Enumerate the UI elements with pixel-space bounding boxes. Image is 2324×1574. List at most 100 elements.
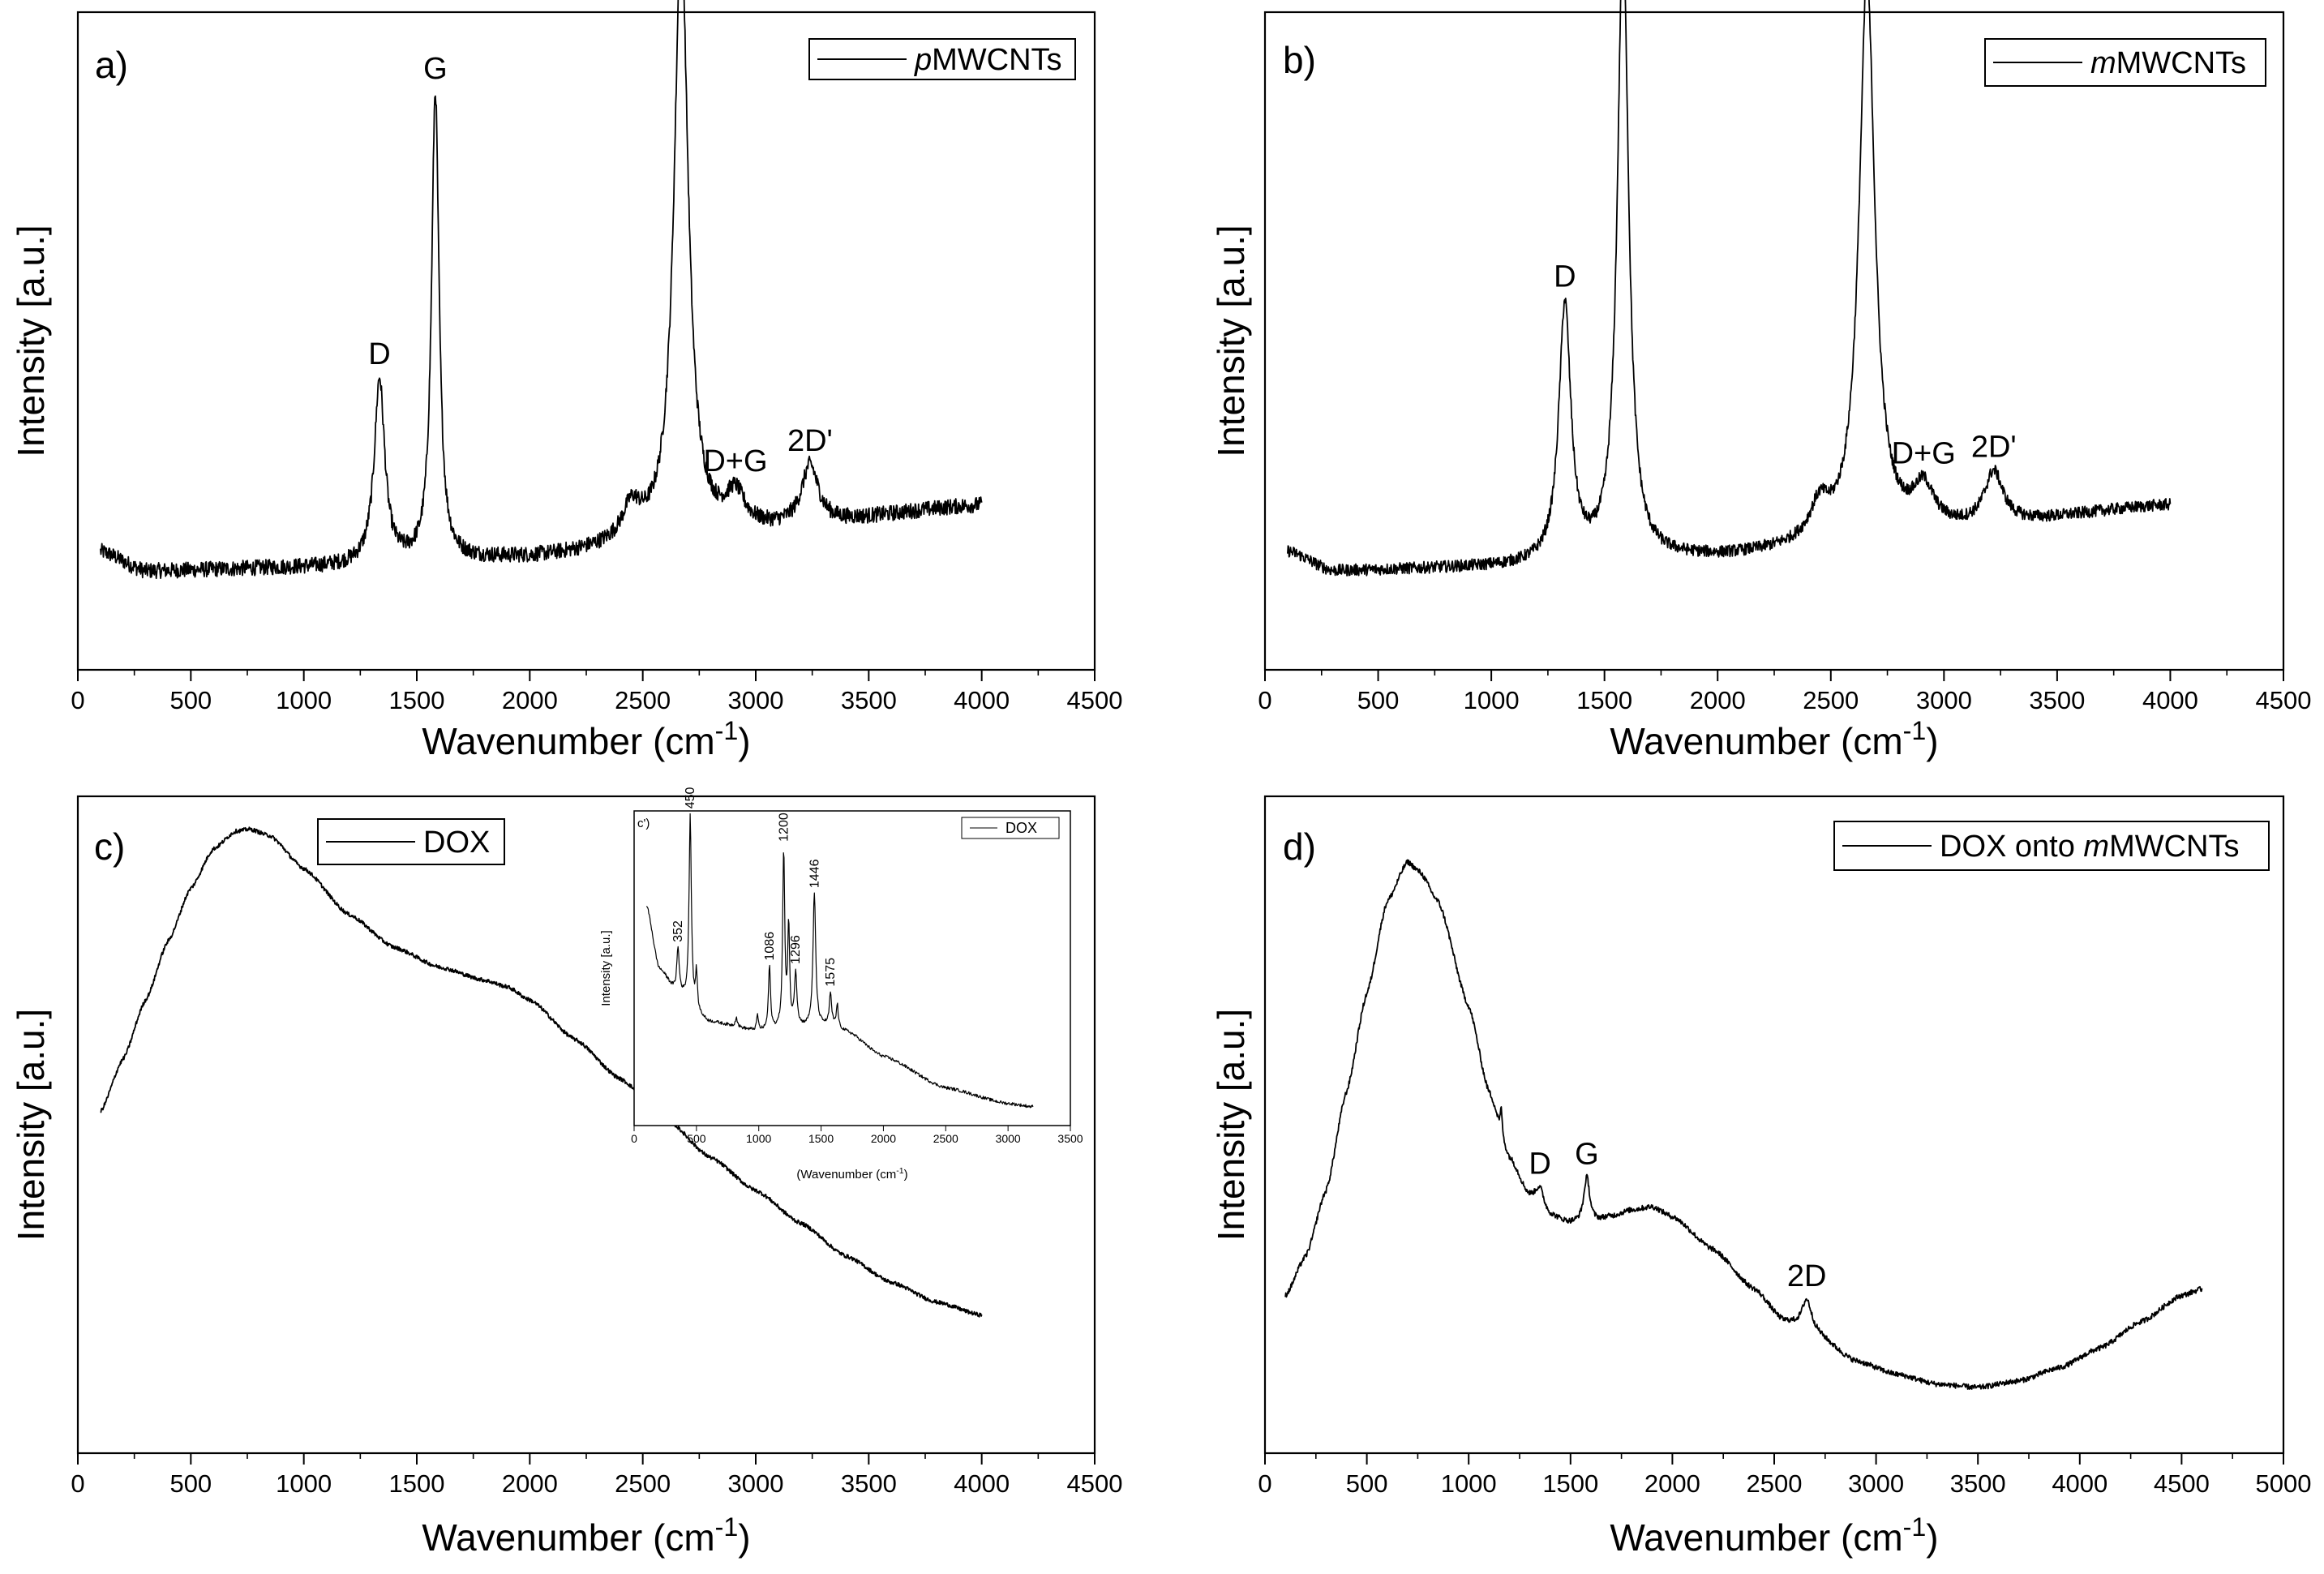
- x-tick-label: 0: [71, 686, 84, 714]
- x-tick-label: 2000: [502, 686, 558, 714]
- peak-label: 2D': [787, 424, 833, 458]
- x-tick-label: 500: [1346, 1469, 1388, 1498]
- peak-label: G: [1575, 1137, 1599, 1171]
- panel-c-inset: 0 500 1000 1500 2000 2500 3000 3500 (Wavenumber …: [599, 787, 1083, 1182]
- peak-label: D: [1529, 1147, 1550, 1182]
- peak-label: 352: [671, 920, 685, 942]
- x-axis-label: (Wavenumber (cm-1): [796, 1166, 907, 1182]
- x-tick-label: 1000: [1464, 686, 1520, 714]
- x-tick-label: 2500: [1803, 686, 1859, 714]
- y-axis-label: Intensity [a.u.]: [1210, 1009, 1252, 1241]
- panel-d: 0 500 1000 1500 2000 2500 3000 3500 4000 4500 5000…: [1210, 795, 2311, 1559]
- legend: mMWCNTs: [1984, 38, 2266, 87]
- x-tick-label: 1500: [389, 686, 445, 714]
- x-tick-label: 2500: [933, 1132, 958, 1145]
- x-tick-label: 2000: [1690, 686, 1746, 714]
- legend-label: DOX: [1005, 820, 1037, 836]
- x-tick-label: 4000: [954, 686, 1010, 714]
- peak-label: 1446: [808, 859, 821, 888]
- x-axis-label: Wavenumber (cm-1): [422, 1512, 750, 1559]
- panel-label: b): [1283, 39, 1316, 81]
- peak-label: D: [368, 337, 390, 371]
- x-tick-label: 500: [1357, 686, 1400, 714]
- x-tick-label: 1500: [1542, 1469, 1598, 1498]
- legend: pMWCNTs: [808, 38, 1076, 80]
- spectrum-line: [100, 0, 983, 580]
- x-tick-label: 1500: [1576, 686, 1632, 714]
- x-tick-label: 0: [631, 1132, 637, 1145]
- x-tick-label: 3500: [2029, 686, 2085, 714]
- x-tick-label: 4500: [1067, 1469, 1123, 1498]
- x-tick-label: 3000: [996, 1132, 1021, 1145]
- peak-label: 2D': [1971, 430, 2017, 464]
- legend-label: DOX: [423, 826, 490, 860]
- y-axis-label: Intensity [a.u.]: [1210, 225, 1252, 457]
- peak-label: D: [1554, 259, 1576, 294]
- x-tick-label: 3500: [841, 686, 897, 714]
- x-tick-label: 4000: [2052, 1469, 2107, 1498]
- panel-label: c): [94, 826, 125, 868]
- panel-c: 0 500 1000 1500 2000 2500 3000 3500 4000 4500 Wave…: [10, 795, 1123, 1559]
- x-tick-label: 3000: [728, 1469, 784, 1498]
- peak-label: D+G: [1892, 436, 1956, 470]
- panel-b: 0 500 1000 1500 2000 2500 3000 3500 4000 4500 Wave…: [1210, 0, 2311, 762]
- legend: DOX onto mMWCNTs: [1833, 821, 2270, 871]
- legend-label: pMWCNTs: [914, 43, 1062, 77]
- legend: DOX: [961, 817, 1060, 839]
- legend-box: [961, 817, 1060, 839]
- legend-label: mMWCNTs: [2090, 46, 2246, 80]
- spectrum-line: [1287, 0, 2172, 577]
- x-tick-label: 2000: [1644, 1469, 1700, 1498]
- x-tick-label: 2500: [615, 686, 671, 714]
- panel-label: c'): [637, 817, 650, 830]
- spectrum-line: [100, 826, 983, 1318]
- x-tick-label: 3500: [841, 1469, 897, 1498]
- x-tick-label: 2000: [502, 1469, 558, 1498]
- inset-background: [634, 811, 1070, 1126]
- x-tick-label: 1500: [808, 1132, 834, 1145]
- x-tick-label: 4500: [1067, 686, 1123, 714]
- legend: DOX: [317, 818, 505, 865]
- x-tick-label: 0: [71, 1469, 84, 1498]
- x-tick-label: 4500: [2256, 686, 2312, 714]
- x-tick-label: 0: [1258, 686, 1271, 714]
- peak-label: 1296: [789, 935, 803, 964]
- plot-frame: [633, 810, 1071, 1126]
- x-tick-label: 500: [169, 1469, 212, 1498]
- legend-label: DOX onto mMWCNTs: [1940, 830, 2239, 864]
- x-tick-label: 2000: [871, 1132, 896, 1145]
- x-axis-label: Wavenumber (cm-1): [1610, 1512, 1938, 1559]
- peak-label: 1086: [763, 932, 777, 961]
- y-axis-label: Intensity [a.u.]: [10, 225, 52, 457]
- x-tick-label: 2500: [615, 1469, 671, 1498]
- x-tick-label: 0: [1258, 1469, 1271, 1498]
- x-axis-label: Wavenumber (cm-1): [1610, 716, 1938, 762]
- x-tick-label: 500: [169, 686, 212, 714]
- x-tick-label: 1500: [389, 1469, 445, 1498]
- x-tick-label: 3500: [1950, 1469, 2006, 1498]
- y-axis-label: Intensity [a.u.]: [10, 1009, 52, 1241]
- x-tick-label: 3500: [1057, 1132, 1083, 1145]
- x-tick-label: 3000: [1916, 686, 1972, 714]
- plot-frame: [1263, 795, 2285, 1455]
- peak-label: 1575: [824, 958, 838, 987]
- x-tick-label: 4500: [2154, 1469, 2210, 1498]
- peak-label: 1200: [777, 813, 791, 842]
- panel-label: a): [95, 44, 128, 86]
- peak-label: G: [423, 52, 448, 86]
- peak-label: 2D: [1787, 1259, 1827, 1293]
- spectrum-line: [1284, 859, 2203, 1390]
- peak-label: 450: [684, 787, 697, 808]
- x-tick-label: 2500: [1747, 1469, 1803, 1498]
- x-tick-label: 1000: [746, 1132, 771, 1145]
- spectrum-line: [645, 813, 1034, 1109]
- panel-label: d): [1283, 826, 1316, 868]
- x-tick-label: 3000: [1848, 1469, 1904, 1498]
- x-tick-label: 4000: [954, 1469, 1010, 1498]
- x-tick-label: 1000: [1441, 1469, 1497, 1498]
- x-tick-label: 500: [687, 1132, 706, 1145]
- x-tick-label: 1000: [276, 686, 332, 714]
- panel-a: 0 500 1000 1500 2000 2500 3000 3500 4000 4500 Wave…: [10, 0, 1122, 762]
